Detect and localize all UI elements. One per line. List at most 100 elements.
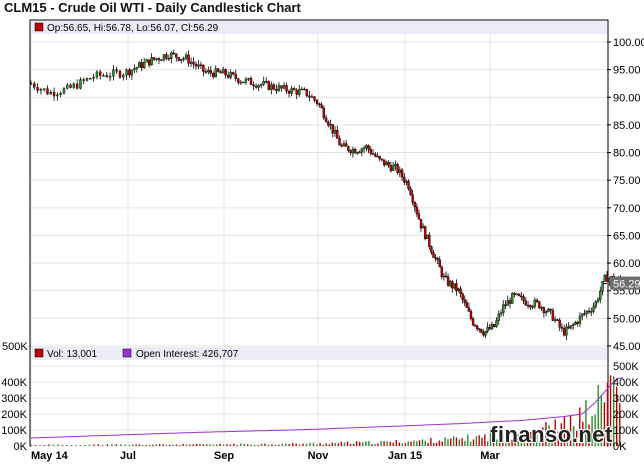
- candle-body: [353, 149, 357, 154]
- price-legend-swatch: [34, 22, 44, 32]
- candle-body: [160, 59, 163, 62]
- volume-bar: [616, 386, 618, 446]
- volume-bar: [226, 444, 228, 446]
- candle-body: [400, 169, 404, 178]
- candle-body: [322, 107, 326, 119]
- volume-bar: [52, 444, 55, 446]
- volume-bar: [285, 443, 287, 446]
- volume-bar: [362, 442, 364, 446]
- volume-bar: [563, 416, 566, 446]
- candle-body: [583, 313, 586, 315]
- volume-bar: [185, 444, 188, 446]
- candle-body: [562, 328, 566, 336]
- last-close-label: 56.29: [613, 279, 641, 291]
- volume-bar: [182, 443, 184, 446]
- volume-bar: [57, 444, 59, 446]
- price-tick-label: 95.00: [613, 65, 641, 77]
- volume-bar: [542, 427, 544, 446]
- candle-body: [338, 138, 341, 146]
- candle-body: [187, 54, 190, 64]
- candle-body: [459, 288, 462, 294]
- candle-body: [417, 213, 421, 220]
- volume-bar: [267, 444, 270, 446]
- candle-body: [499, 312, 503, 315]
- volume-bar: [398, 442, 401, 446]
- volume-bar: [316, 444, 318, 446]
- volume-bar: [132, 444, 134, 446]
- oi-legend-text: Open Interest: 426,707: [136, 349, 239, 360]
- volume-right-tick-label: 0K: [613, 441, 627, 453]
- volume-bar: [120, 444, 122, 446]
- volume-bar: [271, 444, 273, 446]
- candle-body: [209, 70, 212, 74]
- candle-body: [403, 176, 406, 183]
- candle-body: [130, 69, 134, 76]
- candle-body: [95, 71, 99, 78]
- volume-bar: [447, 439, 449, 446]
- candle-body: [287, 90, 291, 94]
- candle-body: [517, 293, 521, 297]
- volume-bar: [511, 439, 513, 446]
- volume-bar: [600, 394, 603, 446]
- candle-body: [360, 148, 364, 153]
- volume-bar: [520, 436, 523, 446]
- candle-body: [199, 64, 203, 67]
- volume-left-tick-label: 0K: [14, 441, 28, 453]
- candle-body: [436, 258, 439, 260]
- volume-bar: [43, 445, 46, 446]
- volume-bar: [569, 415, 572, 446]
- volume-bar: [469, 441, 472, 446]
- candle-body: [234, 73, 237, 79]
- volume-bar: [322, 444, 324, 446]
- price-tick-label: 60.00: [613, 258, 641, 270]
- volume-left-tick-label: 200K: [1, 409, 27, 421]
- x-tick-label: Jan 15: [388, 450, 422, 462]
- candle-body: [212, 73, 215, 78]
- candle-body: [511, 293, 514, 304]
- price-tick-label: 65.00: [613, 230, 641, 242]
- chart-title: CLM15 - Crude Oil WTI - Daily Candlestic…: [4, 0, 301, 15]
- volume-bar: [609, 375, 612, 446]
- candle-body: [320, 104, 323, 109]
- candle-body: [342, 143, 346, 147]
- candle-body: [504, 304, 507, 306]
- volume-bar: [418, 440, 421, 446]
- volume-bar: [88, 444, 91, 446]
- volume-bar: [343, 442, 346, 446]
- candle-body: [277, 85, 281, 91]
- volume-bar: [102, 445, 104, 446]
- volume-bar: [383, 441, 385, 446]
- candle-body: [226, 74, 230, 78]
- volume-bar: [115, 444, 118, 446]
- candle-body: [182, 58, 185, 60]
- volume-bar: [236, 445, 239, 446]
- candle-body: [285, 85, 288, 92]
- volume-bar: [502, 433, 504, 446]
- volume-bar: [295, 443, 297, 446]
- volume-bar: [142, 445, 144, 446]
- volume-bar: [606, 382, 609, 446]
- volume-bar: [359, 441, 361, 446]
- volume-bar: [427, 442, 429, 446]
- candle-body: [157, 58, 161, 61]
- candle-body: [128, 69, 131, 76]
- candle-body: [574, 321, 577, 325]
- candle-body: [162, 54, 166, 61]
- candle-body: [471, 318, 475, 326]
- candle-body: [526, 304, 530, 307]
- candle-body: [42, 88, 46, 90]
- volume-bar: [291, 442, 294, 446]
- volume-bar: [192, 444, 194, 446]
- volume-bar: [165, 444, 168, 446]
- volume-bar: [548, 425, 550, 446]
- volume-bar: [444, 437, 446, 446]
- volume-bar: [240, 443, 242, 446]
- volume-bar: [514, 435, 516, 446]
- volume-bar: [622, 443, 624, 446]
- volume-bar: [532, 436, 535, 446]
- candle-body: [423, 226, 427, 240]
- candle-body: [601, 281, 604, 292]
- volume-bar: [597, 384, 599, 446]
- volume-bar: [557, 431, 559, 446]
- candle-body: [142, 62, 146, 69]
